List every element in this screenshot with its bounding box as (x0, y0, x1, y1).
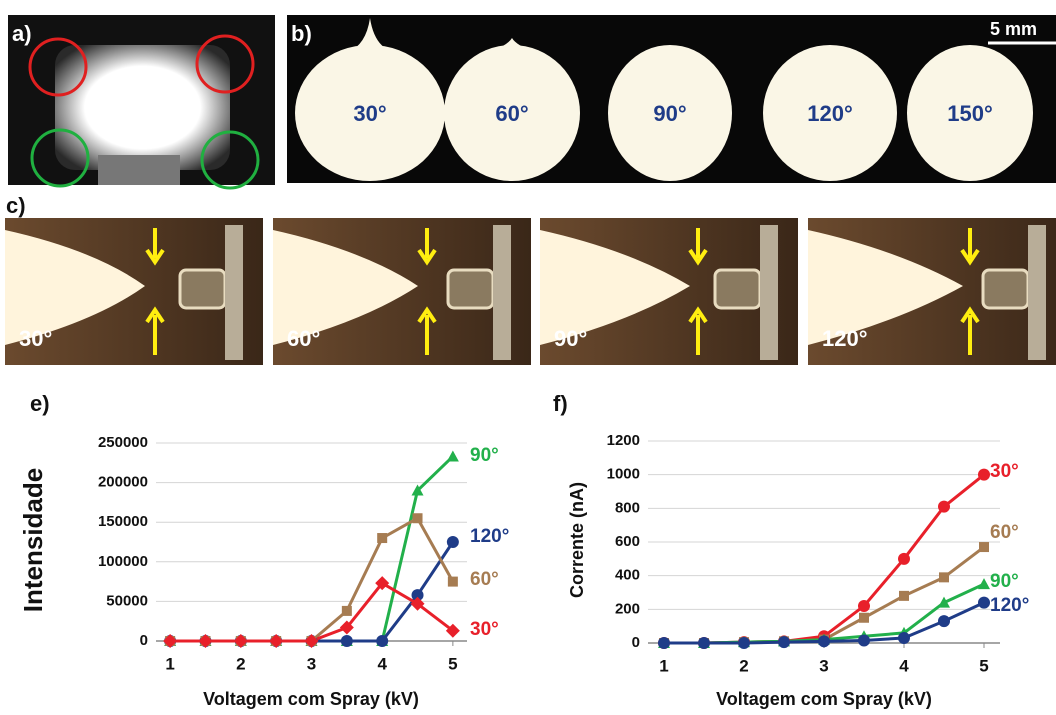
drop-label: 60° (495, 101, 528, 126)
marker (898, 632, 910, 644)
series-line (664, 547, 984, 643)
photo-label: 60° (287, 326, 320, 351)
holder (1028, 225, 1046, 360)
panel-label: e) (30, 391, 50, 416)
marker (377, 533, 387, 543)
panel-label: b) (291, 21, 312, 46)
x-tick-label: 1 (659, 656, 668, 675)
x-tick-label: 2 (739, 656, 748, 675)
x-tick-label: 5 (448, 654, 457, 673)
emitter (983, 270, 1028, 308)
marker (341, 635, 353, 647)
series-line (170, 518, 453, 641)
x-tick-label: 1 (165, 654, 174, 673)
marker (858, 634, 870, 646)
y-tick-label: 50000 (106, 592, 148, 609)
y-tick-label: 0 (632, 634, 640, 651)
emitter (715, 270, 760, 308)
x-axis-title: Voltagem com Spray (kV) (203, 689, 419, 709)
y-tick-label: 200 (615, 600, 640, 617)
y-tick-label: 1200 (607, 432, 640, 449)
y-axis-title: Intensidade (18, 468, 48, 612)
marker (859, 613, 869, 623)
series-line (170, 583, 453, 641)
series-line (170, 456, 453, 641)
marker (447, 536, 459, 548)
marker (342, 606, 352, 616)
y-tick-label: 200000 (98, 474, 148, 491)
x-tick-label: 3 (307, 654, 316, 673)
marker (818, 635, 830, 647)
marker (858, 600, 870, 612)
marker (899, 591, 909, 601)
holder (225, 225, 243, 360)
series-label: 90° (990, 571, 1019, 592)
holder (760, 225, 778, 360)
photo-label: 90° (554, 326, 587, 351)
x-tick-label: 4 (377, 654, 387, 673)
marker (738, 637, 750, 649)
x-tick-label: 2 (236, 654, 245, 673)
marker (978, 597, 990, 609)
x-tick-label: 5 (979, 656, 988, 675)
drop-label: 150° (947, 101, 993, 126)
drop-label: 90° (653, 101, 686, 126)
marker (413, 513, 423, 523)
marker (448, 577, 458, 587)
marker (939, 572, 949, 582)
marker (978, 469, 990, 481)
marker (658, 637, 670, 649)
series-line (170, 542, 453, 641)
emitter (448, 270, 493, 308)
drop-label: 30° (353, 101, 386, 126)
x-tick-label: 3 (819, 656, 828, 675)
series-label: 30° (470, 619, 499, 640)
series-label: 120° (470, 526, 509, 547)
y-tick-label: 100000 (98, 553, 148, 570)
marker (778, 636, 790, 648)
scale-label: 5 mm (990, 19, 1037, 39)
y-tick-label: 1000 (607, 466, 640, 483)
marker (447, 450, 459, 461)
figure: a) 30° 60° 90° 120° 150° b) 5 mm c) 30° 60° 90… (0, 0, 1056, 715)
marker (938, 501, 950, 513)
marker (979, 542, 989, 552)
photo-label: 120° (822, 326, 868, 351)
capillary (98, 155, 180, 185)
marker (898, 553, 910, 565)
series-label: 90° (470, 445, 499, 466)
panel-label: a) (12, 21, 32, 46)
photo-label: 30° (19, 326, 52, 351)
marker (698, 637, 710, 649)
marker (978, 578, 990, 589)
marker (376, 635, 388, 647)
holder (493, 225, 511, 360)
drop-label: 120° (807, 101, 853, 126)
y-tick-label: 0 (140, 632, 148, 649)
panel-label: f) (553, 391, 568, 416)
emitter (180, 270, 225, 308)
series-label: 60° (470, 569, 499, 590)
series-label: 120° (990, 595, 1029, 616)
y-tick-label: 250000 (98, 434, 148, 451)
x-axis-title: Voltagem com Spray (kV) (716, 689, 932, 709)
series-line (664, 475, 984, 643)
x-tick-label: 4 (899, 656, 909, 675)
panel-label: c) (6, 193, 26, 218)
series-label: 30° (990, 461, 1019, 482)
y-tick-label: 800 (615, 499, 640, 516)
marker (938, 615, 950, 627)
y-tick-label: 150000 (98, 513, 148, 530)
y-tick-label: 400 (615, 567, 640, 584)
y-tick-label: 600 (615, 533, 640, 550)
series-label: 60° (990, 522, 1019, 543)
y-axis-title: Corrente (nA) (567, 482, 587, 598)
